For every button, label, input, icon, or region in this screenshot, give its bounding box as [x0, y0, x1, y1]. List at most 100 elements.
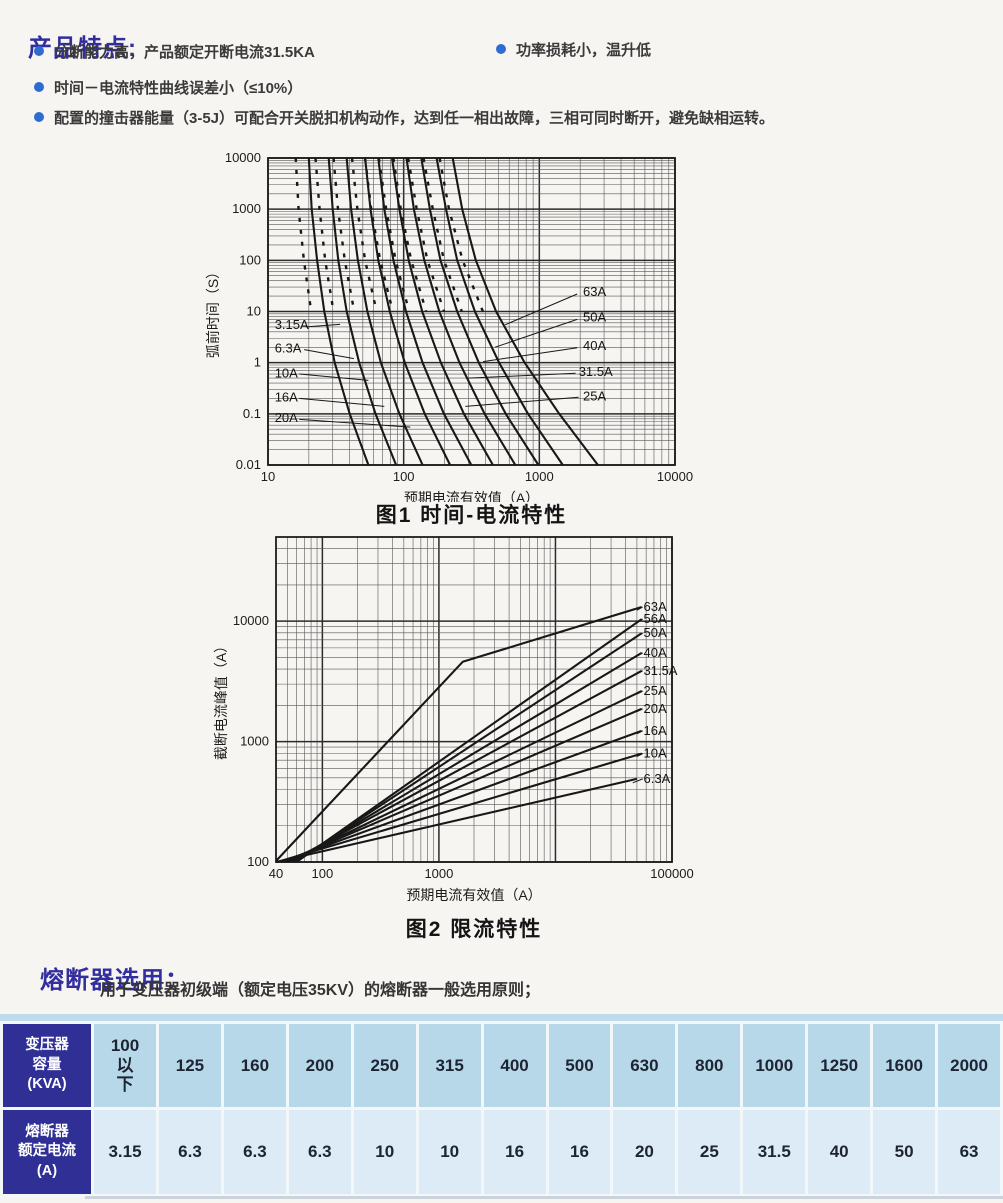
current-cell: 3.15 [94, 1110, 156, 1194]
y-tick-label: 0.1 [243, 406, 261, 421]
y-tick-label: 10000 [233, 613, 269, 628]
label-leader [483, 347, 578, 363]
curve-63A [275, 605, 643, 862]
curve-label: 40A [644, 645, 667, 660]
capacity-cell: 1600 [873, 1024, 936, 1107]
minmelt-curve-10A [332, 157, 356, 312]
curve-20A [377, 157, 473, 466]
current-row: 熔断器 额定电流 (A) 3.15 6.3 6.3 6.3 10 10 16 1… [3, 1110, 1000, 1194]
capacity-row: 变压器 容量 (KVA) 100 以 下 125 160 200 250 315… [3, 1024, 1000, 1107]
capacity-cell: 250 [353, 1024, 416, 1107]
curve-label: 16A [275, 389, 298, 404]
x-tick-label: 40 [269, 866, 283, 881]
scan-edge-strip [85, 1196, 1003, 1199]
y-tick-label: 1 [254, 355, 261, 370]
label-leader [494, 318, 578, 348]
x-tick-label: 100000 [650, 866, 693, 881]
curve-56A [295, 618, 643, 863]
minmelt-curve-6.3A [314, 157, 335, 312]
curve-label: 10A [275, 365, 298, 380]
curve-label: 20A [644, 701, 667, 716]
curve-25A [286, 690, 643, 863]
curve-label: 40A [583, 338, 606, 353]
curve-label: 10A [644, 746, 667, 761]
feature-text: 功率损耗小，温升低 [516, 42, 652, 59]
x-axis-label: 预期电流有效值（A） [406, 887, 541, 903]
curve-40A [420, 157, 540, 466]
current-cell: 50 [873, 1110, 936, 1194]
x-tick-label: 100 [312, 866, 334, 881]
curve-label: 25A [583, 388, 606, 403]
curve-label: 6.3A [275, 340, 302, 355]
curve-label: 16A [644, 723, 667, 738]
curve-16A [280, 729, 643, 863]
label-leader [636, 618, 643, 623]
current-cell: 6.3 [223, 1110, 286, 1194]
capacity-cell: 125 [159, 1024, 221, 1107]
minmelt-curve-31.5A [392, 157, 428, 312]
curve-3.15A [307, 157, 370, 466]
y-tick-label: 1000 [232, 201, 261, 216]
curve-label: 3.15A [275, 317, 309, 332]
feature-text: 配置的撞击器能量（3-5J）可配合开关脱扣机构动作，达到任一相出故障，三相可同时… [54, 110, 775, 127]
curve-40A [291, 651, 643, 863]
minmelt-curve-16A [350, 157, 378, 312]
current-cell: 31.5 [743, 1110, 806, 1194]
current-cell: 20 [613, 1110, 676, 1194]
feature-item: 功率损耗小，温升低 [496, 40, 826, 61]
label-leader [304, 349, 354, 360]
minmelt-curve-50A [422, 157, 463, 312]
figure2-caption: 图2 限流特性 [405, 918, 543, 941]
y-tick-label: 1000 [240, 734, 269, 749]
current-cell: 10 [353, 1110, 416, 1194]
y-tick-label: 10000 [225, 150, 261, 165]
feature-item: 配置的撞击器能量（3-5J）可配合开关脱扣机构动作，达到任一相出故障，三相可同时… [34, 108, 984, 129]
capacity-cell: 1250 [808, 1024, 871, 1107]
x-tick-label: 10 [261, 469, 275, 484]
curve-label: 6.3A [644, 771, 671, 786]
curve-10A [345, 157, 424, 466]
curve-20A [283, 707, 643, 863]
minmelt-curve-40A [407, 157, 446, 312]
capacity-cell: 160 [223, 1024, 286, 1107]
current-row-header: 熔断器 额定电流 (A) [3, 1110, 91, 1194]
y-tick-label: 100 [247, 854, 269, 869]
label-leader [299, 397, 385, 407]
curve-25A [390, 157, 494, 466]
y-axis-label: 弧前时间（S） [205, 265, 221, 358]
minmelt-curve-25A [377, 157, 411, 312]
curve-label: 20A [275, 410, 298, 425]
x-tick-label: 1000 [424, 866, 453, 881]
current-cell: 10 [418, 1110, 481, 1194]
features-heading: 产品特点: [28, 34, 137, 62]
capacity-cell: 315 [418, 1024, 481, 1107]
current-cell: 63 [938, 1110, 1000, 1194]
y-axis-label: 截断电流峰值（A） [213, 639, 229, 760]
label-leader [468, 372, 576, 379]
curve-label: 25A [644, 683, 667, 698]
curve-6.3A [275, 777, 638, 864]
bullet-icon [34, 112, 44, 122]
capacity-cell: 2000 [938, 1024, 1000, 1107]
current-cell: 6.3 [159, 1110, 221, 1194]
bullet-icon [34, 82, 44, 92]
curve-31.5A [405, 157, 517, 466]
curve-label: 31.5A [644, 663, 678, 678]
figure-current-limiting: 63A 56A 50A 40A 31.5A 25A 20A 16A 10A 6.3A 40 100 10… [208, 530, 748, 943]
selection-note: 用于变压器初级端（额定电压35KV）的熔断器一般选用原则； [100, 982, 541, 999]
label-leader [305, 323, 341, 328]
y-tick-label: 100 [239, 252, 261, 267]
curve-label: 31.5A [579, 364, 613, 379]
label-leader [299, 418, 411, 428]
feature-text: 时间－电流特性曲线误差小（≤10%） [54, 80, 303, 97]
current-cell: 40 [808, 1110, 871, 1194]
bullet-icon [34, 46, 44, 56]
capacity-cell: 200 [288, 1024, 351, 1107]
selection-table-wrap: 变压器 容量 (KVA) 100 以 下 125 160 200 250 315… [0, 1014, 1003, 1197]
bullet-icon [496, 44, 506, 54]
plot-frame [267, 157, 676, 466]
feature-item: 时间－电流特性曲线误差小（≤10%） [34, 78, 554, 99]
minmelt-curve-20A [363, 157, 394, 312]
